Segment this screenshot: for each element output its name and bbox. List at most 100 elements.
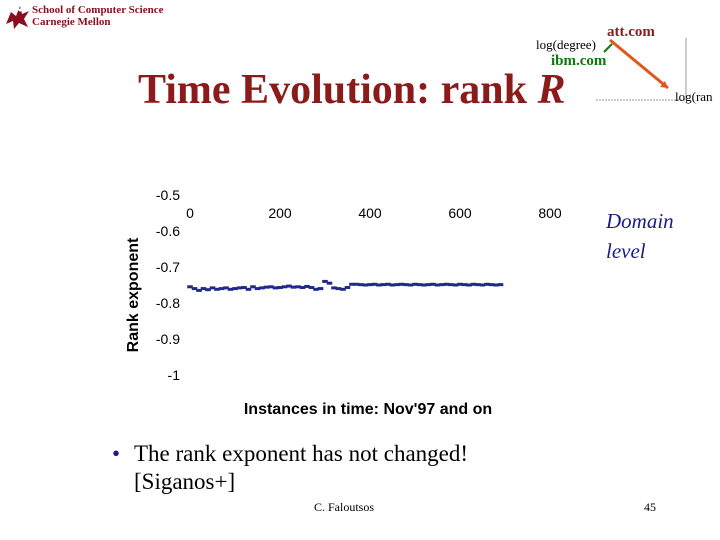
inset-ibm-label: ibm.com [551,53,607,69]
data-point [241,286,247,290]
data-point [223,286,229,290]
data-point [434,283,441,287]
inset-ylabel: log(ran [675,89,713,104]
data-point [322,279,328,283]
y-tick-label: -0.7 [156,259,180,275]
data-point [295,285,301,289]
data-point [394,283,400,287]
data-point [245,287,252,291]
inset-slope-line [609,38,669,90]
data-point [443,282,450,286]
data-point [250,285,256,289]
data-point [268,285,274,289]
data-point [191,287,198,291]
x-tick-label: 400 [358,205,382,221]
data-point [344,286,351,290]
domain-line-1: Domain [606,209,674,233]
data-point [466,283,472,287]
data-point [389,283,396,287]
x-tick-label: 0 [186,205,194,221]
data-point [209,286,216,290]
bullet-citation: [Siganos+] [134,469,236,494]
school-name: School of Computer Science Carnegie Mell… [32,4,163,28]
rank-exponent-chart: -0.5 -0.6 -0.7 -0.8 -0.9 -1 0 200 400 600 800 Ran… [125,187,562,418]
data-point [214,287,220,291]
data-point [430,282,436,286]
data-point [470,282,477,286]
author-footer: C. Faloutsos [314,500,375,514]
y-tick-label: -0.9 [156,331,180,347]
inset-ibm-pointer [603,43,613,53]
data-point [308,286,315,290]
data-point [425,283,432,287]
data-point [326,281,333,285]
data-point [254,287,261,291]
inset-att-label: att.com [607,24,655,40]
data-point [272,286,279,290]
data-point [331,286,337,290]
data-point [313,287,319,291]
data-point [358,283,364,287]
school-line-2: Carnegie Mellon [32,16,111,28]
data-point [281,285,288,289]
y-tick-label: -0.6 [156,223,180,239]
data-point [412,282,418,286]
bullet-point: • The rank exponent has not changed! [Sig… [112,440,468,496]
data-point [353,282,360,286]
data-point [218,287,225,291]
data-point [259,286,265,290]
data-point [376,283,382,287]
x-tick-label: 800 [538,205,562,221]
domain-line-2: level [606,239,646,263]
data-point [290,285,297,289]
data-point [349,282,355,286]
data-point [497,283,504,287]
data-point [317,287,324,291]
data-point [304,284,310,288]
data-point [335,287,342,291]
data-point [439,283,445,287]
school-line-1: School of Computer Science [32,4,164,16]
data-point [227,287,234,291]
data-point [371,282,378,286]
y-tick-labels: -0.5 -0.6 -0.7 -0.8 -0.9 -1 [156,187,180,383]
data-point [385,282,391,286]
domain-level-label: Domain level [606,206,674,266]
data-point [380,283,387,287]
data-point [205,288,211,292]
inset-figure [596,38,687,101]
data-point [448,283,454,287]
data-point [452,283,459,287]
griffin-logo-icon [2,2,32,32]
data-point [421,283,427,287]
data-point [403,283,409,287]
x-tick-label: 600 [448,205,472,221]
data-point [196,288,202,292]
data-point [232,287,238,291]
slide-title-text: Time Evolution: rank [138,67,527,113]
x-tick-labels: 0 200 400 600 800 [186,205,562,221]
data-point [286,284,292,288]
data-point [493,283,499,287]
data-point [187,285,193,289]
y-tick-label: -0.5 [156,187,180,203]
data-point [479,283,486,287]
bullet-icon: • [112,441,121,466]
y-axis-label: Rank exponent [125,237,142,352]
page-number: 45 [644,500,656,514]
data-point [362,283,369,287]
data-points [187,279,504,292]
y-tick-label: -0.8 [156,295,180,311]
data-point [457,282,463,286]
inset-arrowhead [660,81,668,88]
inset-xlabel: log(degree) [536,37,596,52]
data-point [340,287,346,291]
data-point [367,283,373,287]
slide-title: Time Evolution: rank R [138,66,565,114]
data-point [488,283,495,287]
data-point [461,283,468,287]
data-point [475,283,481,287]
bullet-text: The rank exponent has not changed! [134,441,469,466]
y-tick-label: -1 [168,367,181,383]
x-axis-label: Instances in time: Nov'97 and on [244,401,492,418]
